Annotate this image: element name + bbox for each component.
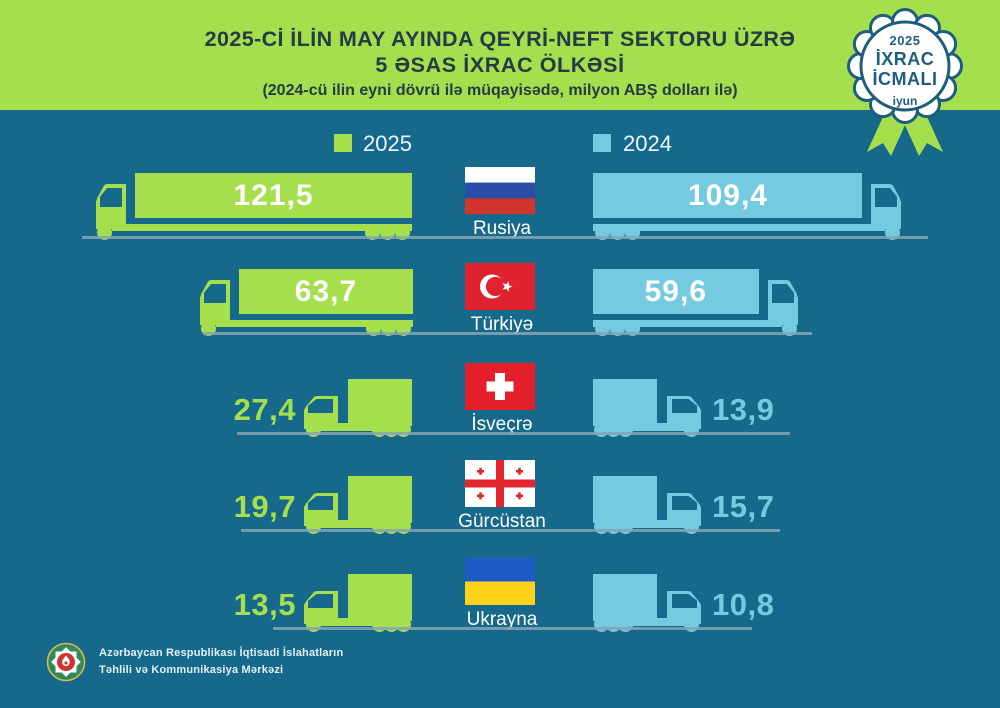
export-review-badge: 2025 İXRAC İCMALI iyun bbox=[845, 6, 965, 166]
country-label-rusiya: Rusiya bbox=[472, 218, 532, 239]
title-line-2: 5 ƏSAS İXRAC ÖLKƏSİ bbox=[375, 53, 625, 77]
cargo-box bbox=[593, 476, 657, 523]
footer-org-line-2: Təhlili və Kommunikasiya Mərkəzi bbox=[99, 664, 284, 676]
value-2024-turkiye: 59,6 bbox=[644, 274, 708, 308]
trailer-2024: 109,4 bbox=[593, 173, 862, 218]
truck-2025-ukrayna bbox=[304, 574, 412, 632]
trailer-2025: 63,7 bbox=[239, 269, 413, 314]
legend-label-2024: 2024 bbox=[623, 131, 672, 156]
flag-georgia-icon bbox=[465, 460, 535, 507]
flag-switzerland-icon bbox=[465, 363, 535, 410]
badge-title-line-1: İXRAC bbox=[875, 49, 935, 69]
truck-2024-turkiye: 59,6 bbox=[593, 269, 798, 336]
trailer-2025: 121,5 bbox=[135, 173, 412, 218]
truck-2025-turkiye: 63,7 bbox=[200, 269, 413, 336]
road-line bbox=[241, 529, 780, 532]
value-2025-gurcustan: 19,7 bbox=[233, 489, 296, 524]
cargo-box bbox=[593, 379, 657, 426]
road-line bbox=[203, 332, 812, 335]
country-label-ukrayna: Ukrayna bbox=[466, 609, 538, 630]
trailer-2024: 59,6 bbox=[593, 269, 759, 314]
row-turkiye: 63,7 Türkiyə 59,6 bbox=[0, 262, 1000, 342]
title-line-1: 2025-Cİ İLİN MAY AYINDA QEYRİ-NEFT SEKTO… bbox=[204, 27, 796, 51]
row-gurcustan: 19,7 Gürcüstan 15,7 bbox=[0, 459, 1000, 539]
truck-2024-rusiya: 109,4 bbox=[593, 173, 901, 240]
flag-russia-icon bbox=[465, 167, 535, 214]
value-2025-isvecre: 27,4 bbox=[233, 392, 296, 427]
flag-ukraine-icon bbox=[465, 558, 535, 605]
truck-2024-gurcustan bbox=[593, 476, 701, 534]
legend-label-2025: 2025 bbox=[363, 131, 412, 156]
footer: Azərbaycan Respublikası İqtisadi İslahat… bbox=[46, 642, 343, 682]
header-band: 2025-Cİ İLİN MAY AYINDA QEYRİ-NEFT SEKTO… bbox=[0, 0, 1000, 110]
truck-cab bbox=[200, 280, 230, 325]
road-line bbox=[237, 432, 790, 435]
row-isvecre: 27,4 İsveçrə 13,9 bbox=[0, 362, 1000, 442]
value-2025-rusiya: 121,5 bbox=[233, 178, 314, 212]
badge-year: 2025 bbox=[889, 33, 921, 48]
cargo-box bbox=[593, 574, 657, 621]
country-label-isvecre: İsveçrə bbox=[471, 414, 533, 435]
truck-cab bbox=[768, 280, 798, 325]
badge-title-line-2: İCMALI bbox=[872, 69, 938, 89]
truck-2024-isvecre bbox=[593, 379, 701, 437]
legend-swatch-2025 bbox=[334, 134, 352, 152]
value-2025-ukrayna: 13,5 bbox=[233, 587, 296, 622]
truck-2025-rusiya: 121,5 bbox=[96, 173, 412, 240]
rosette-ribbon-icon bbox=[847, 8, 963, 156]
country-label-gurcustan: Gürcüstan bbox=[458, 511, 546, 532]
subtitle: (2024-cü ilin eyni dövrü ilə müqayisədə,… bbox=[262, 82, 738, 99]
road-line bbox=[273, 627, 752, 630]
value-2025-turkiye: 63,7 bbox=[294, 274, 358, 308]
value-2024-rusiya: 109,4 bbox=[687, 178, 768, 212]
cargo-box bbox=[348, 379, 412, 426]
row-ukrayna: 13,5 Ukrayna 10,8 bbox=[0, 557, 1000, 637]
country-label-turkiye: Türkiyə bbox=[470, 314, 534, 335]
cargo-box bbox=[348, 574, 412, 621]
azerbaijan-emblem-icon bbox=[46, 642, 86, 682]
truck-cab bbox=[96, 184, 126, 229]
badge-month: iyun bbox=[892, 94, 918, 108]
value-2024-ukrayna: 10,8 bbox=[712, 587, 775, 622]
row-rusiya: 121,5 Rusiya 109,4 bbox=[0, 166, 1000, 246]
truck-cab bbox=[871, 184, 901, 229]
truck-2024-ukrayna bbox=[593, 574, 701, 632]
flag-turkey-icon bbox=[465, 263, 535, 310]
value-2024-isvecre: 13,9 bbox=[712, 392, 775, 427]
legend-swatch-2024 bbox=[593, 134, 611, 152]
truck-2025-gurcustan bbox=[304, 476, 412, 534]
cargo-box bbox=[348, 476, 412, 523]
road-line bbox=[82, 236, 928, 239]
footer-org-line-1: Azərbaycan Respublikası İqtisadi İslahat… bbox=[99, 646, 344, 659]
value-2024-gurcustan: 15,7 bbox=[712, 489, 775, 524]
truck-2025-isvecre bbox=[304, 379, 412, 437]
